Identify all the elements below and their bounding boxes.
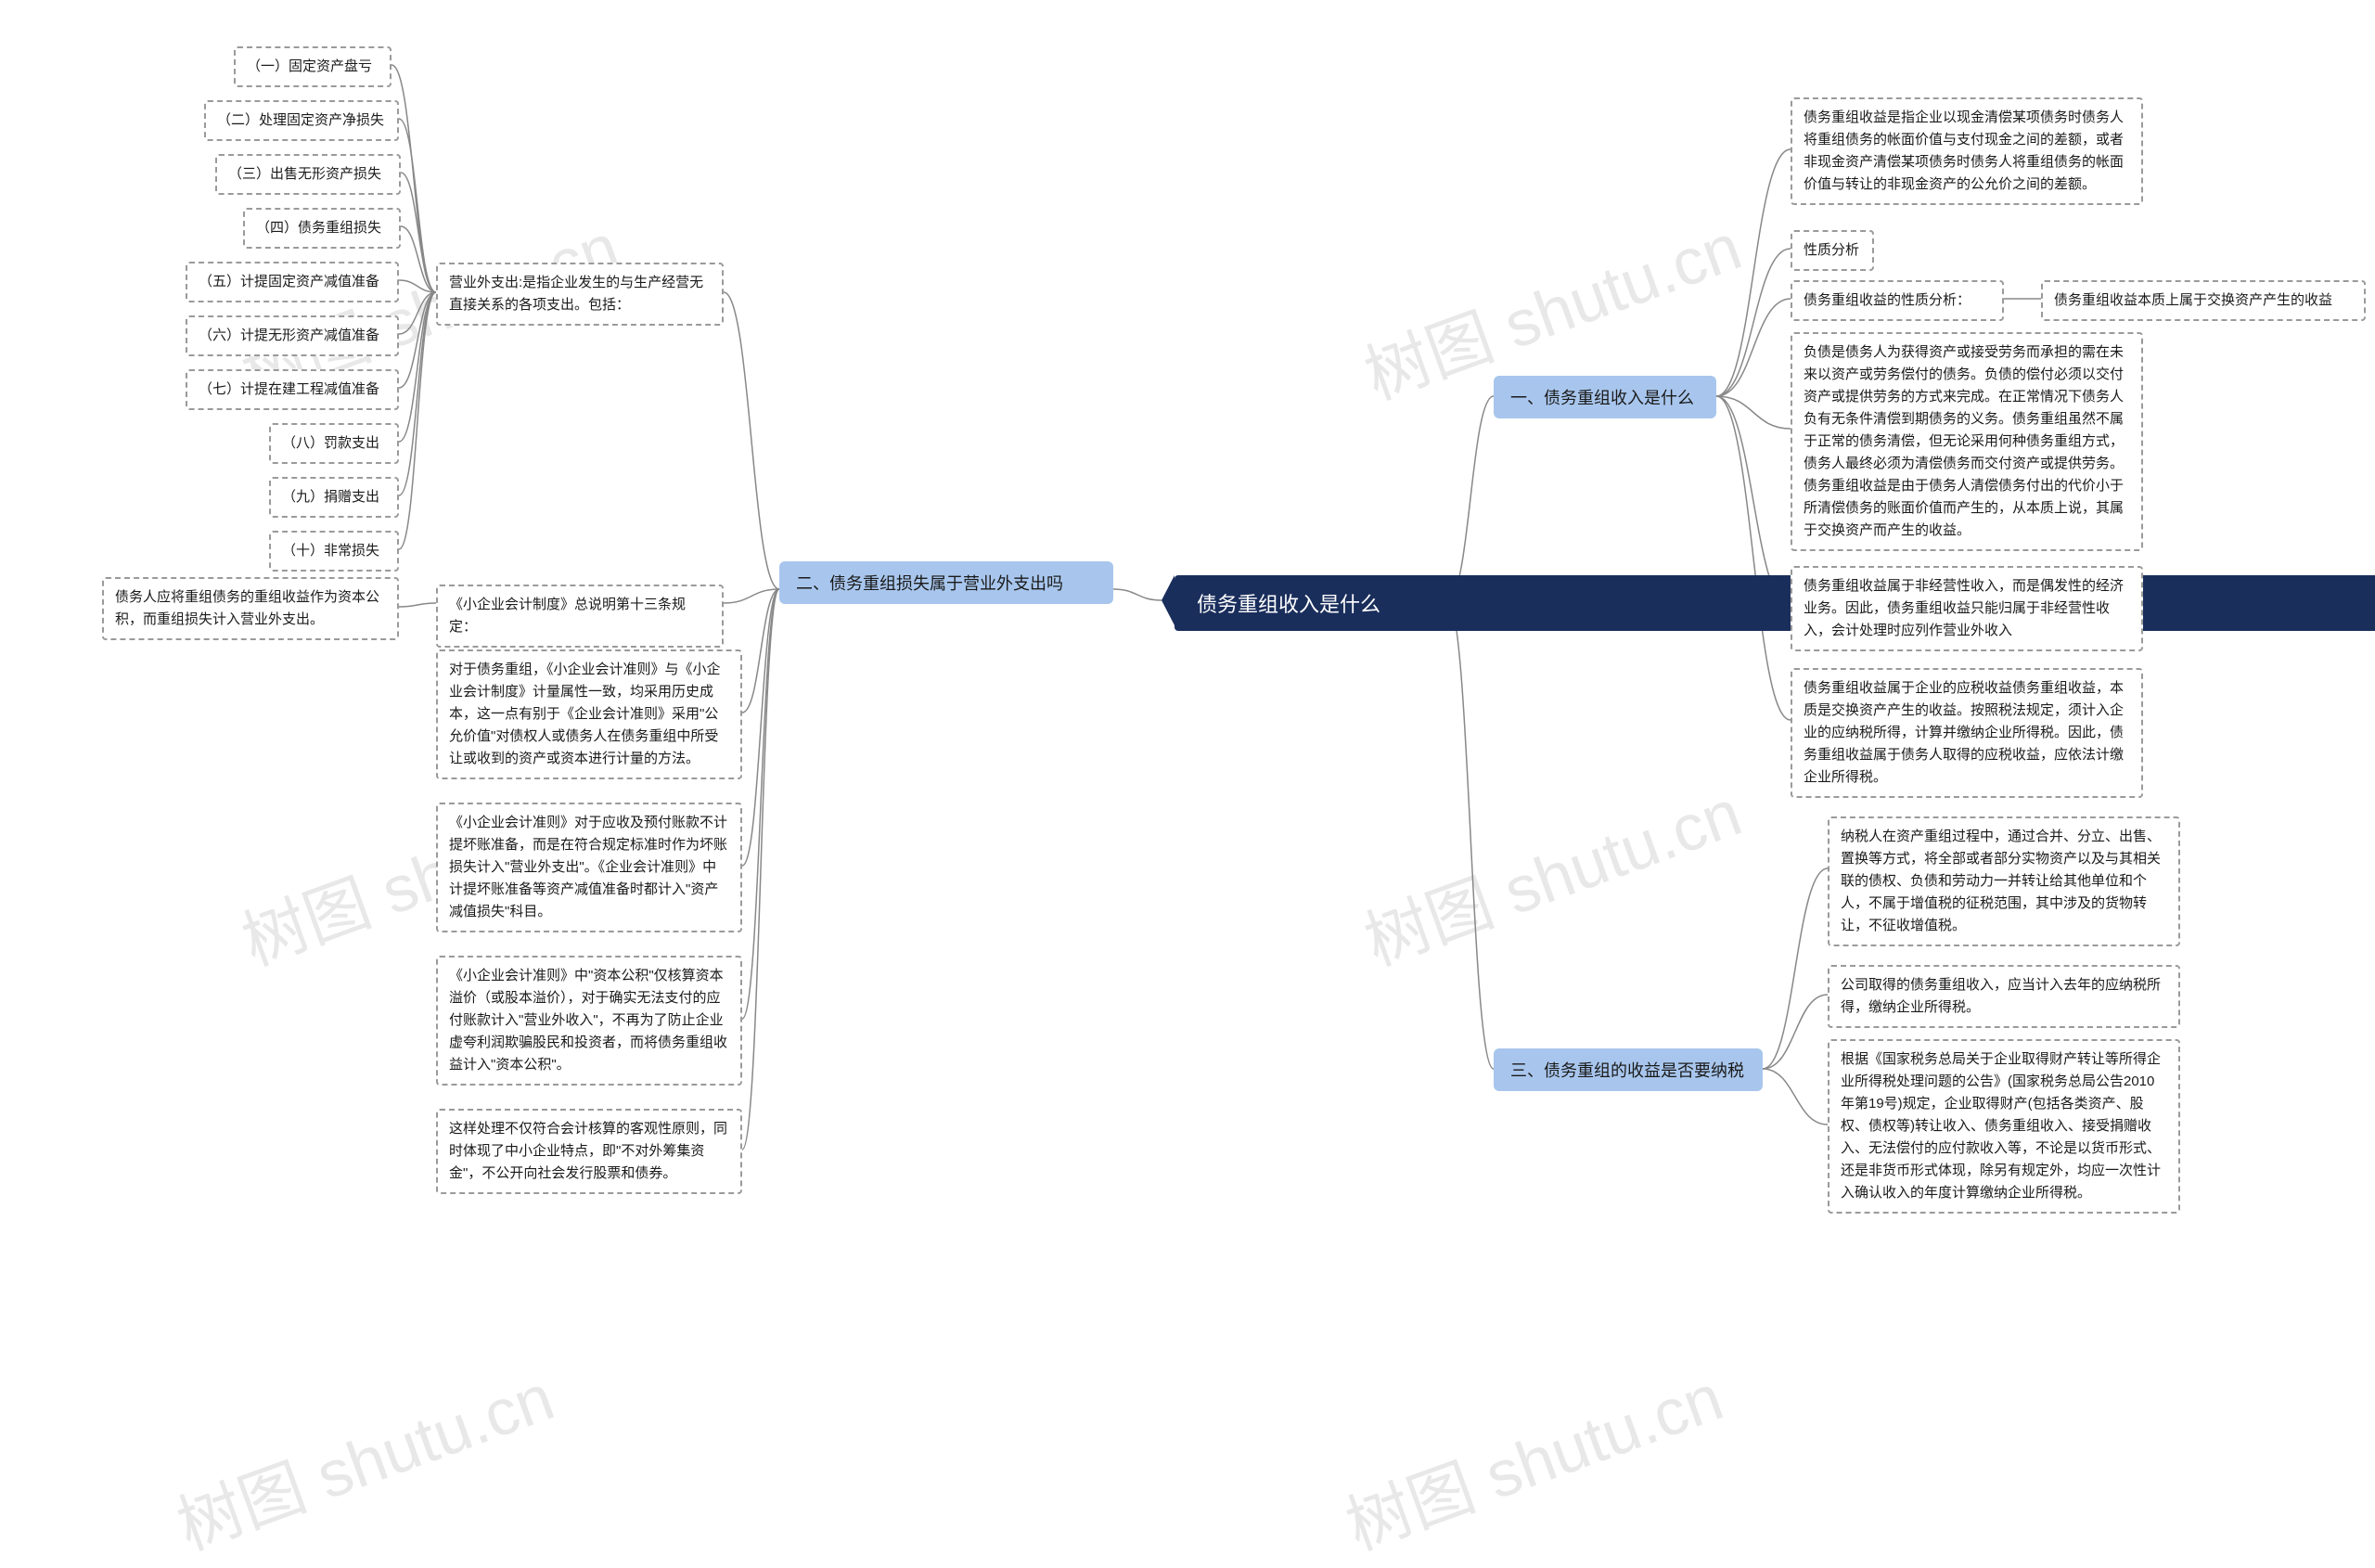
watermark: 树图 shutu.cn	[1351, 762, 1752, 984]
leaf-node: （八）罚款支出	[269, 423, 399, 464]
leaf-node: 负债是债务人为获得资产或接受劳务而承担的需在未来以资产或劳务偿付的债务。负债的偿…	[1791, 332, 2143, 551]
leaf-node: 债务重组收益属于企业的应税收益债务重组收益，本质是交换资产产生的收益。按照税法规…	[1791, 668, 2143, 798]
leaf-node: 债务人应将重组债务的重组收益作为资本公积，而重组损失计入营业外支出。	[102, 577, 399, 640]
branch-node: 二、债务重组损失属于营业外支出吗	[779, 561, 1113, 604]
leaf-node: 《小企业会计准则》对于应收及预付账款不计提坏账准备，而是在符合规定标准时作为坏账…	[436, 803, 742, 932]
leaf-node: （十）非常损失	[269, 531, 399, 572]
leaf-node: 债务重组收益属于非经营性收入，而是偶发性的经济业务。因此，债务重组收益只能归属于…	[1791, 566, 2143, 651]
root-node: 债务重组收入是什么	[1175, 575, 2375, 631]
leaf-node: （五）计提固定资产减值准备	[186, 262, 399, 302]
leaf-node: 纳税人在资产重组过程中，通过合并、分立、出售、置换等方式，将全部或者部分实物资产…	[1828, 816, 2180, 946]
leaf-node: （六）计提无形资产减值准备	[186, 315, 399, 356]
branch-node: 一、债务重组收入是什么	[1494, 376, 1716, 418]
leaf-node: 债务重组收益是指企业以现金清偿某项债务时债务人将重组债务的帐面价值与支付现金之间…	[1791, 97, 2143, 205]
leaf-node: 这样处理不仅符合会计核算的客观性原则，同时体现了中小企业特点，即"不对外筹集资金…	[436, 1109, 742, 1194]
leaf-node: 债务重组收益的性质分析：	[1791, 280, 2004, 321]
leaf-node: 性质分析	[1791, 230, 1874, 271]
root-label: 债务重组收入是什么	[1197, 593, 1380, 616]
leaf-node: （三）出售无形资产损失	[215, 154, 401, 195]
watermark: 树图 shutu.cn	[163, 1346, 565, 1568]
branch-node: 三、债务重组的收益是否要纳税	[1494, 1048, 1763, 1091]
leaf-node: （七）计提在建工程减值准备	[186, 369, 399, 410]
leaf-node: 根据《国家税务总局关于企业取得财产转让等所得企业所得税处理问题的公告》(国家税务…	[1828, 1039, 2180, 1214]
leaf-node: 《小企业会计准则》中"资本公积"仅核算资本溢价（或股本溢价），对于确实无法支付的…	[436, 956, 742, 1086]
leaf-node: 营业外支出:是指企业发生的与生产经营无直接关系的各项支出。包括：	[436, 263, 724, 326]
leaf-node: 债务重组收益本质上属于交换资产产生的收益	[2041, 280, 2366, 321]
watermark: 树图 shutu.cn	[1332, 1346, 1734, 1568]
leaf-node: 《小企业会计制度》总说明第十三条规定：	[436, 585, 724, 648]
leaf-node: （九）捐赠支出	[269, 477, 399, 518]
leaf-node: （一）固定资产盘亏	[234, 46, 392, 87]
leaf-node: 公司取得的债务重组收入，应当计入去年的应纳税所得，缴纳企业所得税。	[1828, 965, 2180, 1028]
leaf-node: （二）处理固定资产净损失	[204, 100, 399, 141]
leaf-node: 对于债务重组，《小企业会计准则》与《小企业会计制度》计量属性一致，均采用历史成本…	[436, 649, 742, 779]
leaf-node: （四）债务重组损失	[243, 208, 401, 249]
